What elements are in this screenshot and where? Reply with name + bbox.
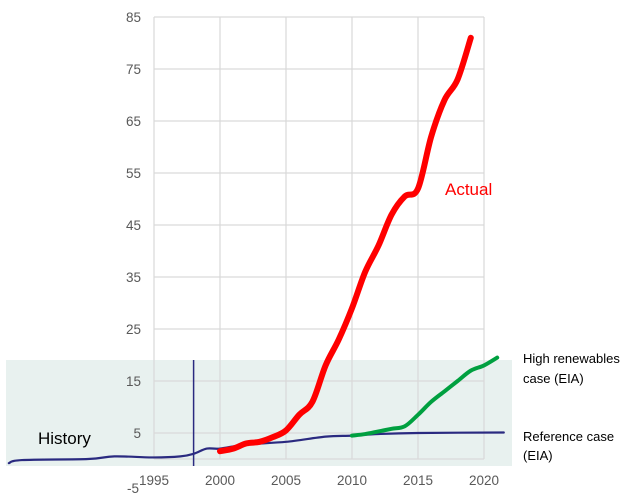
shaded-band	[6, 360, 512, 466]
y-tick-label: 65	[126, 114, 141, 129]
y-tick-label: 15	[126, 374, 141, 389]
y-tick-label: 85	[126, 10, 141, 25]
x-tick-label: 2005	[271, 473, 301, 488]
y-tick-label: 75	[126, 62, 141, 77]
y-tick-label: 55	[126, 166, 141, 181]
x-tick-label: 2015	[403, 473, 433, 488]
reference-label-line1: Reference case	[523, 429, 614, 444]
x-tick-label: 1995	[139, 473, 169, 488]
x-tick-label: 2000	[205, 473, 235, 488]
y-tick-label: 25	[126, 322, 141, 337]
series-line-actual	[217, 34, 474, 455]
grid	[153, 16, 485, 460]
history-label: History	[38, 429, 91, 448]
tick-labels: 1995 2000 2005 2010 2015 2020 -5 5 15 25 35 45 55 65 7…	[126, 10, 499, 494]
high-renewables-label-line1: High renewables	[523, 351, 620, 366]
x-tick-label: 2020	[469, 473, 499, 488]
y-tick-label: 45	[126, 218, 141, 233]
y-tick-label: -5	[127, 481, 139, 494]
series-lines	[7, 34, 505, 465]
actual-label: Actual	[445, 180, 492, 199]
x-tick-label: 2010	[337, 473, 367, 488]
reference-label-line2: (EIA)	[523, 448, 553, 463]
series-line-high-renewables-case-eia	[350, 355, 500, 438]
y-tick-label: 35	[126, 270, 141, 285]
y-tick-label: 5	[133, 426, 141, 441]
high-renewables-label-line2: case (EIA)	[523, 371, 584, 386]
